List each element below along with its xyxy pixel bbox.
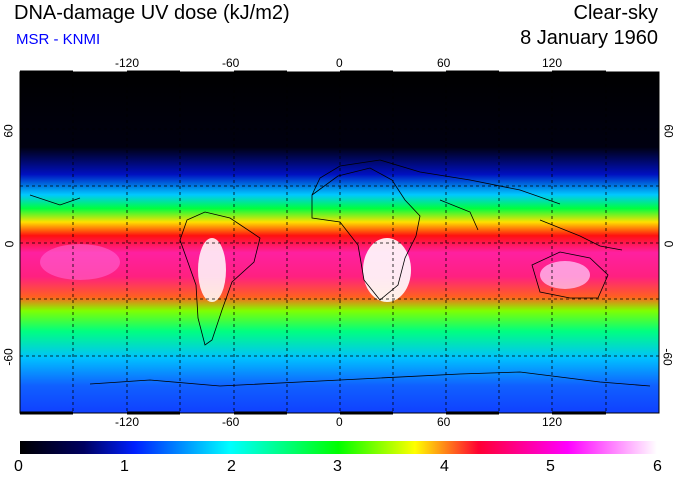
lon-label-bottom: -120 [115, 415, 140, 429]
lat-label-left: -60 [1, 348, 16, 366]
colorbar-label: 2 [227, 458, 236, 475]
lon-label-top: 60 [437, 56, 451, 70]
map-title: DNA-damage UV dose (kJ/m2) [14, 2, 290, 24]
map-frame [19, 71, 660, 414]
colorbar-label: 0 [14, 458, 23, 475]
colorbar-label: 3 [333, 458, 342, 475]
lat-label-right: -60 [660, 348, 675, 366]
lat-label-right: 60 [661, 124, 676, 138]
colorbar-label: 5 [546, 458, 555, 475]
uv-field [20, 72, 659, 413]
lat-label-left: 60 [1, 124, 16, 138]
graticule [20, 72, 659, 413]
high-dose-pacific [40, 244, 120, 280]
high-dose-australia [540, 261, 590, 289]
lon-label-top: -120 [115, 56, 140, 70]
lon-label-top: -60 [222, 56, 240, 70]
frame-ticks [20, 70, 606, 415]
lon-label-bottom: 0 [336, 415, 343, 429]
colorbar-label: 1 [120, 458, 129, 475]
date-label: 8 January 1960 [520, 27, 658, 49]
sky-condition-label: Clear-sky [573, 2, 658, 24]
lon-label-top: 0 [336, 56, 343, 70]
lon-label-top: 120 [542, 56, 563, 70]
lon-label-bottom: 60 [437, 415, 451, 429]
lat-label-left: 0 [2, 240, 17, 248]
colorbar-label: 4 [440, 458, 449, 475]
source-label: MSR - KNMI [16, 31, 101, 48]
high-dose-africa [363, 238, 411, 302]
lon-label-bottom: -60 [222, 415, 240, 429]
colorbar [20, 441, 657, 454]
lon-label-bottom: 120 [542, 415, 563, 429]
lat-label-right: 0 [661, 240, 676, 248]
colorbar-label: 6 [653, 458, 662, 475]
high-dose-south-america [198, 238, 226, 302]
